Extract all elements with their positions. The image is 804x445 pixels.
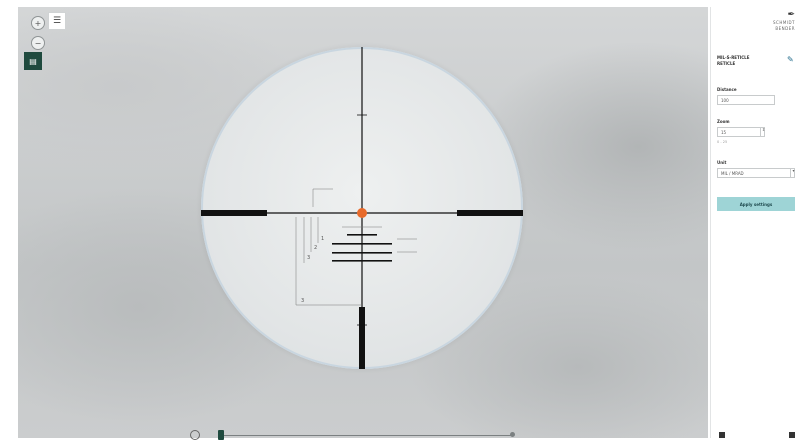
sidebar-footer-right-icon[interactable] (789, 432, 795, 438)
unit-label: Unit (717, 160, 726, 165)
zoom-input[interactable]: 15 (717, 127, 765, 137)
sidebar-footer-left-icon[interactable] (719, 432, 725, 438)
zoom-range-hint: 0 - 25 (717, 140, 727, 144)
reticle-label-1: 3 (301, 298, 304, 304)
reticle-title-line-2: RETICLE (717, 61, 749, 67)
brand-logo-wordmark: SCHMIDT BENDER (765, 20, 795, 32)
reticle-bar-4 (332, 260, 392, 262)
timeline-slider[interactable] (180, 430, 520, 442)
scope-view: 3 3 2 1 (201, 47, 523, 369)
apply-settings-button[interactable]: Apply settings (717, 197, 795, 211)
scene-viewport[interactable]: + ☰ − ▤ (18, 7, 708, 438)
play-icon[interactable] (190, 430, 200, 440)
layers-button[interactable]: ▤ (24, 52, 42, 70)
timeline-end-marker (510, 432, 515, 437)
zoom-out-label: − (35, 39, 42, 48)
edit-icon[interactable]: ✎ (787, 56, 795, 64)
distance-label: Distance (717, 87, 737, 92)
reticle-right-post (457, 210, 523, 216)
menu-icon: ☰ (53, 16, 61, 26)
brand-logo: ✒ SCHMIDT BENDER (765, 11, 795, 33)
distance-input[interactable]: 100 (717, 95, 775, 105)
unit-select[interactable]: MIL / MRAD (717, 168, 795, 178)
reticle: 3 3 2 1 (201, 47, 523, 369)
zoom-stepper[interactable]: ⇕ (760, 127, 766, 137)
reticle-title: MIL-S-RETICLE RETICLE (717, 55, 749, 67)
brand-logo-mark: ✒ (765, 11, 795, 20)
zoom-in-label: + (35, 19, 42, 28)
zoom-label: Zoom (717, 119, 730, 124)
reticle-left-post (201, 210, 267, 216)
center-dot (357, 208, 367, 218)
timeline-thumb[interactable] (218, 430, 224, 440)
menu-button[interactable]: ☰ (48, 12, 66, 30)
timeline-track[interactable] (222, 435, 512, 436)
settings-sidebar: ✒ SCHMIDT BENDER MIL-S-RETICLE RETICLE ✎… (710, 7, 803, 438)
layers-icon: ▤ (29, 57, 37, 66)
reticle-label-4: 1 (321, 236, 324, 242)
reticle-bottom-post (359, 307, 365, 369)
reticle-bar-1 (347, 234, 377, 236)
reticle-bar-2 (332, 243, 392, 245)
zoom-out-button[interactable]: − (31, 36, 45, 50)
zoom-in-button[interactable]: + (31, 16, 45, 30)
reticle-bar-3 (332, 252, 392, 254)
reticle-label-3: 2 (314, 245, 317, 251)
reticle-label-2: 3 (307, 255, 310, 261)
chevron-down-icon[interactable]: ▾ (790, 168, 796, 178)
